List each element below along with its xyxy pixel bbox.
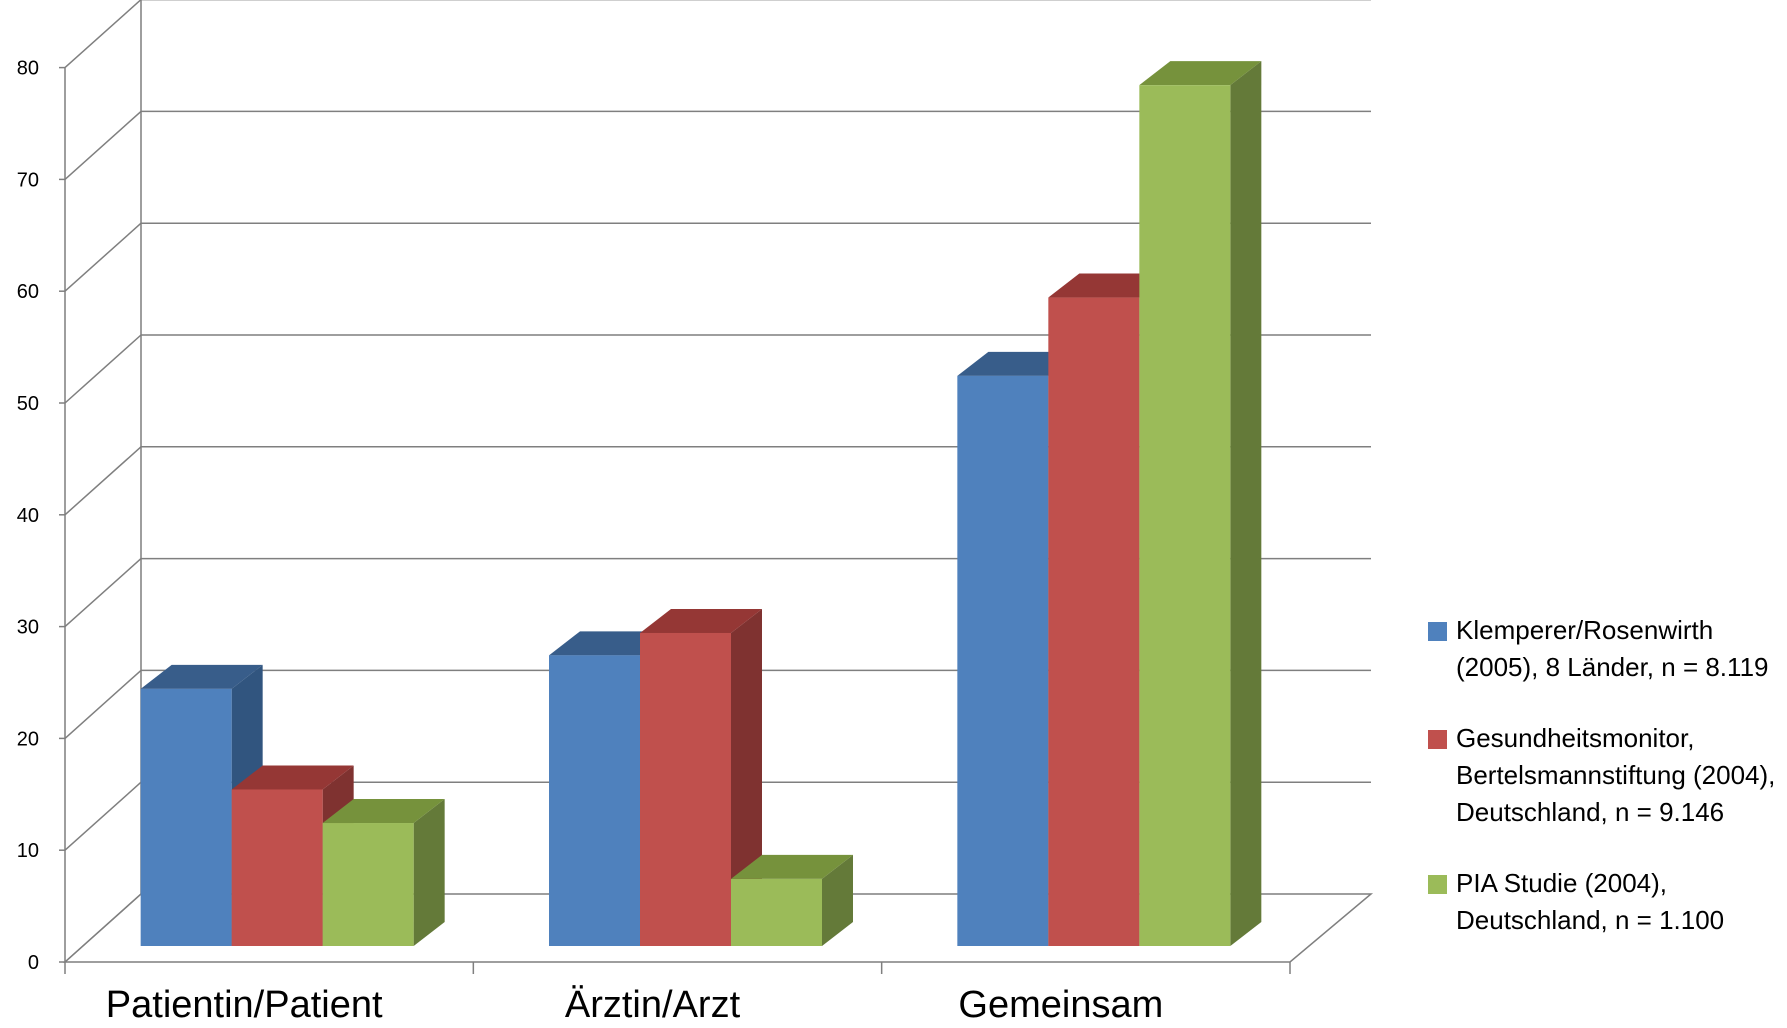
wall-diagonal — [64, 334, 142, 404]
legend-swatch — [1428, 875, 1447, 894]
legend-item: Gesundheitsmonitor, Bertelsmannstiftung (… — [1428, 720, 1778, 831]
bar-front — [1139, 85, 1231, 946]
legend-text-line: Deutschland, n = 9.146 — [1456, 797, 1725, 827]
x-category-label: Gemeinsam — [958, 984, 1163, 1026]
bar-front — [731, 878, 822, 946]
wall-diagonal — [64, 446, 142, 516]
legend-text-line: PIA Studie (2004), — [1456, 868, 1668, 898]
bar-front — [1048, 297, 1140, 946]
bar-front — [549, 655, 640, 946]
y-tick-label: 30 — [17, 617, 39, 639]
x-category-label: Patientin/Patient — [106, 984, 383, 1026]
wall-diagonal — [64, 558, 142, 628]
bar — [731, 854, 853, 946]
bar-front — [640, 632, 731, 946]
y-tick-label: 50 — [17, 393, 39, 415]
wall-diagonal — [64, 0, 142, 69]
y-tick-label: 40 — [17, 505, 39, 527]
bar-side — [1230, 61, 1262, 946]
bar-top — [140, 664, 263, 689]
legend-text-line: Gesundheitsmonitor, — [1456, 723, 1695, 753]
legend-item: PIA Studie (2004), Deutschland, n = 1.100 — [1428, 865, 1778, 939]
y-tick-label: 0 — [28, 952, 39, 974]
wall-diagonal — [64, 222, 142, 292]
wall-diagonal — [64, 669, 142, 739]
legend-text-line: Klemperer/Rosenwirth — [1456, 615, 1714, 645]
legend-text-line: Bertelsmannstiftung (2004), — [1456, 760, 1776, 790]
y-tick-label: 70 — [17, 169, 39, 191]
bar-side — [822, 854, 853, 946]
bar-top — [231, 765, 354, 790]
wall-diagonal — [64, 781, 142, 851]
bars-layer — [140, 61, 1262, 946]
bar-side — [413, 799, 445, 946]
x-category-label: Ärztin/Arzt — [565, 984, 741, 1026]
bar-front — [322, 823, 414, 946]
y-tick-label: 10 — [17, 840, 39, 862]
bar-top — [640, 608, 762, 633]
bar — [640, 608, 762, 946]
labels-layer: 0 10 20 30 40 50 60 70 80 Patientin/Patient Ärztin… — [17, 58, 1164, 1026]
bar-top — [731, 854, 853, 879]
y-tick-label: 60 — [17, 281, 39, 303]
bar — [1139, 61, 1262, 946]
wall-diagonal — [64, 110, 142, 180]
bar-front — [140, 688, 232, 946]
bar-front — [231, 789, 323, 946]
legend-swatch — [1428, 622, 1447, 641]
bar — [322, 799, 445, 946]
legend-item: Klemperer/Rosenwirth (2005), 8 Länder, n … — [1428, 612, 1778, 686]
bar-top — [1139, 61, 1262, 86]
legend-text-line: Deutschland, n = 1.100 — [1456, 905, 1725, 935]
legend-text-line: (2005), 8 Länder, n = 8.119 — [1456, 652, 1769, 682]
y-tick-label: 80 — [17, 58, 39, 80]
y-tick-label: 20 — [17, 728, 39, 750]
legend: Klemperer/Rosenwirth (2005), 8 Länder, n … — [1428, 612, 1778, 973]
legend-swatch — [1428, 730, 1447, 749]
bar-front — [957, 375, 1049, 946]
bar-top — [322, 799, 445, 824]
